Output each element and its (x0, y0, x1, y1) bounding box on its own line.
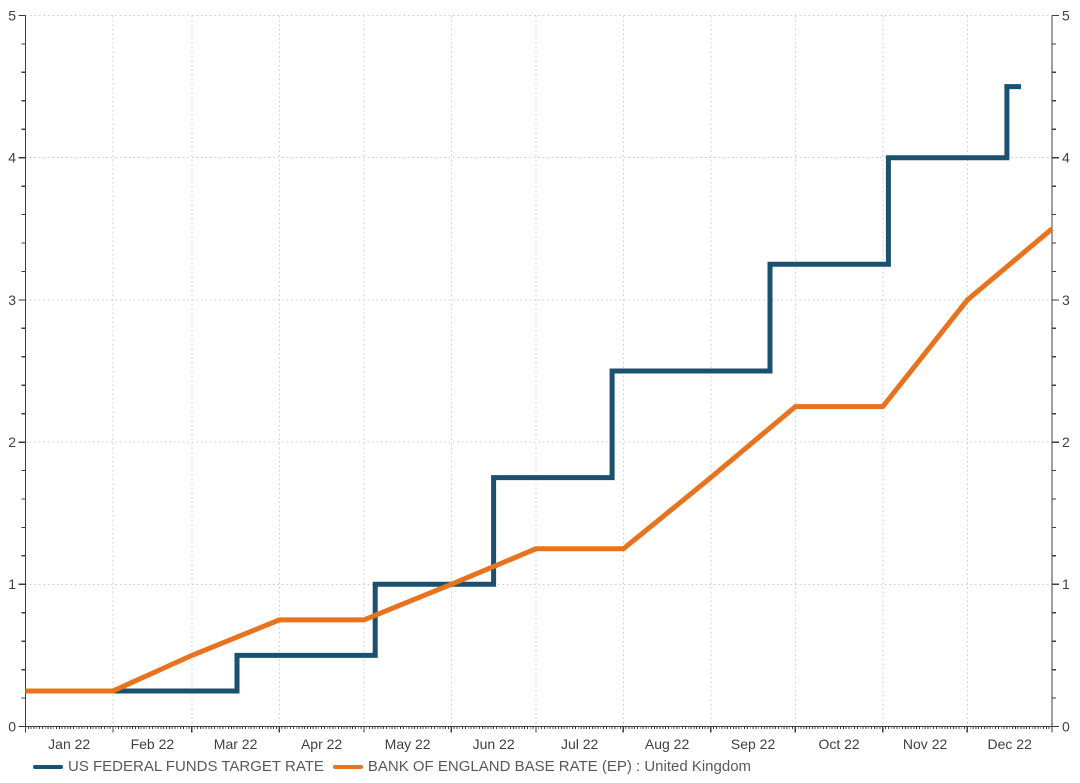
legend-label-boe: BANK OF ENGLAND BASE RATE (EP) : United … (367, 758, 752, 775)
x-tick-label: Jul 22 (561, 736, 599, 752)
axes-and-ticks (18, 14, 1059, 733)
x-tick-label: Aug 22 (645, 736, 690, 752)
x-tick-label: Jan 22 (48, 736, 90, 752)
y-tick-label-right: 2 (1062, 434, 1070, 450)
gridlines (25, 15, 1052, 727)
y-tick-label-left: 5 (8, 7, 16, 23)
legend-line-swatch-boe (332, 764, 363, 769)
series-line-us-federal-funds-target-rate (25, 84, 1021, 694)
legend-item-us-federal-funds-target-rate: US FEDERAL FUNDS TARGET RATE (33, 758, 324, 775)
legend-label-us: US FEDERAL FUNDS TARGET RATE (68, 758, 324, 775)
x-tick-label: Apr 22 (301, 736, 342, 752)
y-tick-label-right: 5 (1062, 7, 1070, 23)
x-tick-label: Jun 22 (473, 736, 515, 752)
y-tick-label-right: 1 (1062, 576, 1070, 592)
y-tick-label-left: 3 (8, 292, 16, 308)
y-tick-label-left: 1 (8, 576, 16, 592)
y-tick-label-right: 0 (1062, 718, 1070, 734)
x-tick-label: Feb 22 (131, 736, 175, 752)
x-tick-label: Nov 22 (903, 736, 948, 752)
y-tick-label-left: 4 (8, 150, 16, 166)
x-tick-label: Sep 22 (731, 736, 776, 752)
y-tick-label-right: 4 (1062, 150, 1070, 166)
x-tick-label: Dec 22 (988, 736, 1033, 752)
x-tick-label: May 22 (385, 736, 431, 752)
x-tick-label: Oct 22 (818, 736, 859, 752)
axis-labels: 0 0 1 1 2 2 3 3 4 4 5 5 Jan 22 Feb 22 Mar 22 Apr 22 May … (8, 7, 1070, 752)
series-line-bank-of-england-base-rate (25, 226, 1054, 694)
y-tick-label-left: 0 (8, 718, 16, 734)
legend-line-swatch-us (33, 764, 63, 769)
y-tick-label-left: 2 (8, 434, 16, 450)
x-axis-minor-ticks (27, 726, 1050, 729)
x-tick-label: Mar 22 (214, 736, 258, 752)
legend: US FEDERAL FUNDS TARGET RATE BANK OF ENG… (33, 758, 751, 775)
legend-item-bank-of-england-base-rate: BANK OF ENGLAND BASE RATE (EP) : United … (332, 758, 752, 775)
y-tick-label-right: 3 (1062, 292, 1070, 308)
